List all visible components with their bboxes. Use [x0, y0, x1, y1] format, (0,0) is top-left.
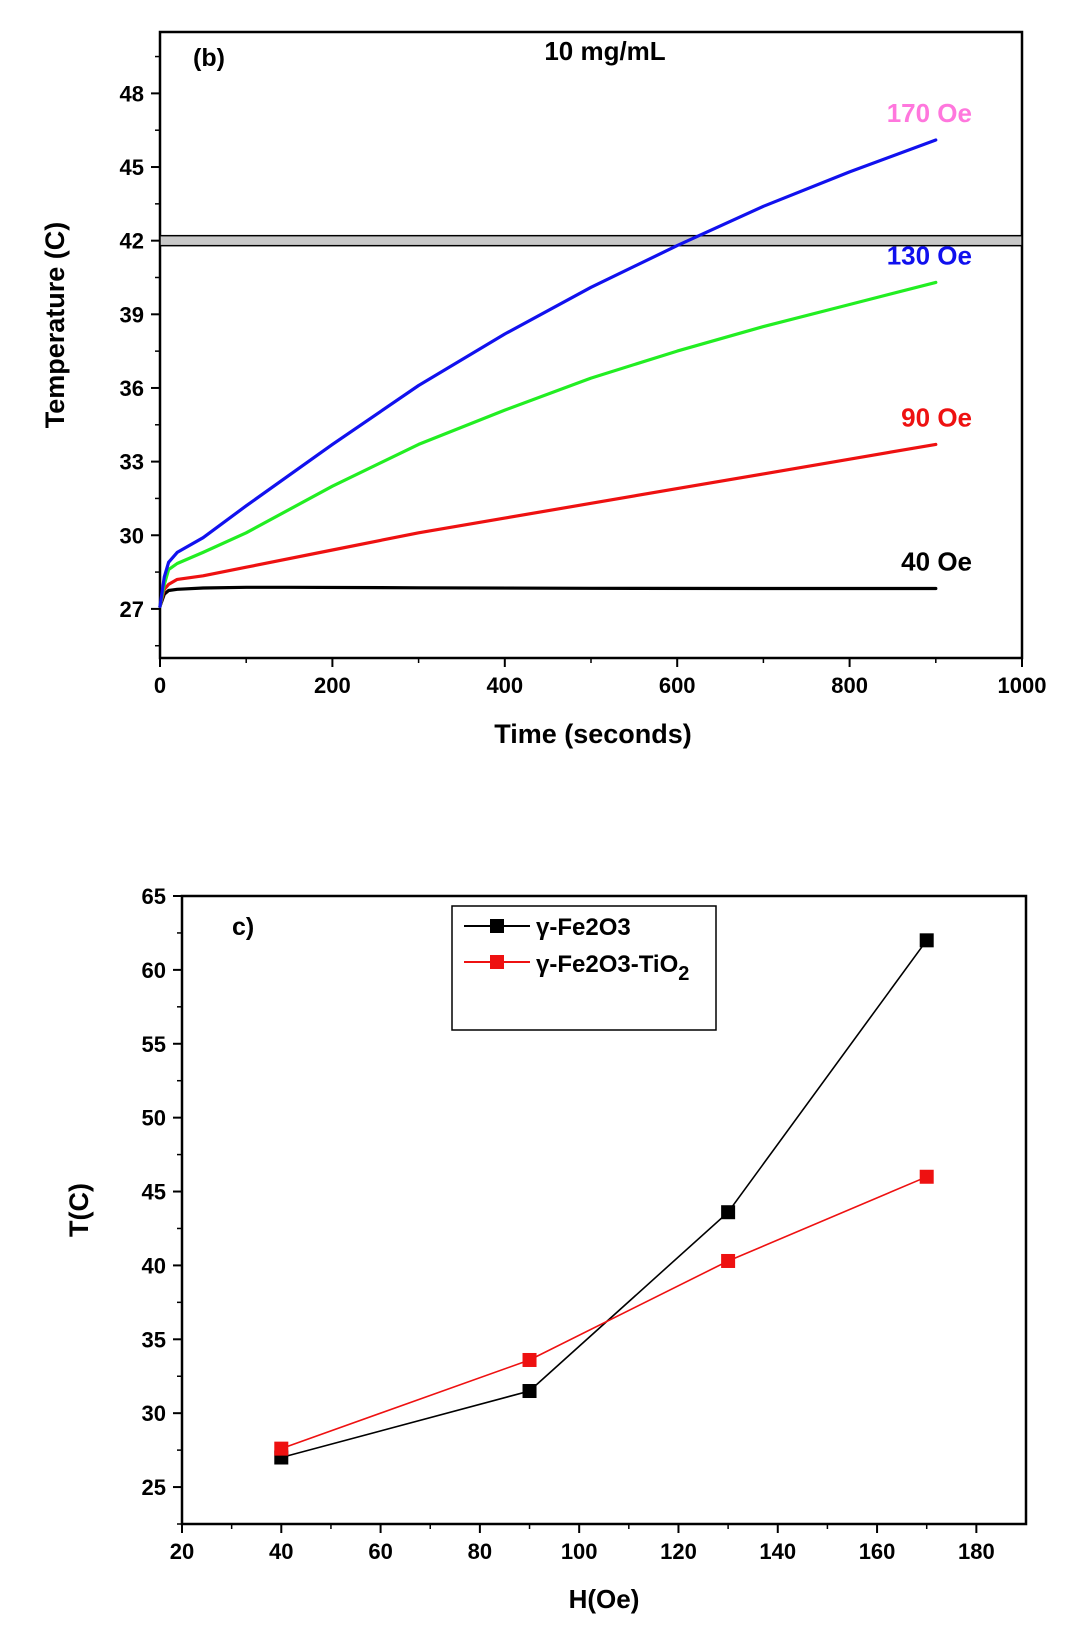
series-label-170-oe: 170 Oe: [887, 98, 972, 128]
x-tick-label-b-0: 0: [154, 673, 166, 698]
legend-c: γ-Fe2O3 γ-Fe2O3-TiO2: [451, 905, 717, 1031]
legend-label-fe2o3: γ-Fe2O3: [536, 914, 631, 941]
series-label-130-oe: 130 Oe: [887, 240, 972, 270]
data-point-fe2o3-tio2-130: [721, 1253, 736, 1268]
x-tick-label-c-80: 80: [468, 1539, 492, 1564]
data-point-fe2o3-130: [721, 1205, 736, 1220]
panel-label-c: c): [232, 913, 254, 941]
data-point-fe2o3-tio2-170: [919, 1169, 934, 1184]
data-point-fe2o3-90: [522, 1384, 537, 1399]
legend-marker-fe2o3: [490, 919, 504, 933]
series-labels-b: 40 Oe 90 Oe 130 Oe 170 Oe: [887, 98, 972, 577]
x-tick-label-b-400: 400: [486, 673, 523, 698]
data-point-fe2o3-170: [919, 933, 934, 948]
legend-label-fe2o3-tio2: γ-Fe2O3-TiO2: [536, 951, 689, 985]
panel-label-b: (b): [193, 44, 225, 72]
series-line-170-oe: [158, 138, 938, 609]
y-tick-label-b-48: 48: [120, 81, 144, 106]
x-tick-label-c-100: 100: [561, 1539, 598, 1564]
y-tick-label-c-55: 55: [142, 1032, 166, 1057]
y-axis-title-b: Temperature (C): [40, 222, 70, 429]
x-tick-label-c-140: 140: [759, 1539, 796, 1564]
y-tick-label-c-40: 40: [142, 1253, 166, 1278]
y-tick-label-b-42: 42: [120, 229, 144, 254]
x-tick-label-b-200: 200: [314, 673, 351, 698]
x-tick-label-b-1000: 1000: [998, 673, 1047, 698]
x-tick-label-b-800: 800: [831, 673, 868, 698]
y-tick-label-b-27: 27: [120, 597, 144, 622]
y-tick-label-c-60: 60: [142, 958, 166, 983]
x-tick-label-c-180: 180: [958, 1539, 995, 1564]
series-line-90-oe: [158, 442, 938, 609]
y-axis-title-c: T(C): [64, 1183, 94, 1237]
x-tick-label-c-60: 60: [368, 1539, 392, 1564]
y-tick-label-b-39: 39: [120, 302, 144, 327]
y-tick-label-b-30: 30: [120, 523, 144, 548]
y-tick-label-c-35: 35: [142, 1327, 166, 1352]
y-axis-b: 27 30 33 36 39 42 45 48: [120, 55, 160, 647]
y-tick-label-c-45: 45: [142, 1180, 166, 1205]
x-axis-c: 20 40 60 80 100 120 140 160 180: [170, 1524, 995, 1564]
series-label-40-oe: 40 Oe: [901, 547, 972, 577]
series-line-fe2o3-tio2: [281, 1176, 928, 1450]
legend-marker-fe2o3-tio2: [490, 955, 504, 969]
series-group-b: [158, 138, 938, 609]
series-label-90-oe: 90 Oe: [901, 402, 972, 432]
y-tick-label-b-33: 33: [120, 450, 144, 475]
legend-label-fe2o3-tio2-main: γ-Fe2O3-TiO: [536, 951, 678, 978]
data-point-fe2o3-tio2-40: [274, 1441, 289, 1456]
chart-panel-b: 27 30 33 36 39 42 45 48 0 200 400 600 800 1000 40 Oe…: [40, 30, 1047, 749]
x-axis-b: 0 200 400 600 800 1000: [154, 658, 1047, 698]
chart-panel-c: 25 30 35 40 45 50 55 60 65 20 40 60 80 100 120 140 160 1…: [64, 884, 1028, 1614]
x-axis-title-b: Time (seconds): [494, 719, 692, 749]
legend-label-subscript: 2: [678, 963, 689, 985]
plot-frame-c: [180, 894, 1028, 1526]
series-line-fe2o3: [281, 939, 928, 1459]
x-tick-label-c-40: 40: [269, 1539, 293, 1564]
x-tick-label-c-20: 20: [170, 1539, 194, 1564]
series-group-c: [274, 933, 934, 1465]
data-point-fe2o3-tio2-90: [522, 1352, 537, 1367]
y-tick-label-c-30: 30: [142, 1401, 166, 1426]
y-axis-c: 25 30 35 40 45 50 55 60 65: [142, 884, 182, 1525]
y-tick-label-b-45: 45: [120, 155, 144, 180]
chart-title-b: 10 mg/mL: [544, 36, 665, 66]
x-axis-title-c: H(Oe): [569, 1584, 640, 1614]
y-tick-label-c-50: 50: [142, 1106, 166, 1131]
series-line-40-oe: [158, 585, 938, 609]
y-tick-label-c-25: 25: [142, 1475, 166, 1500]
series-line-130-oe: [158, 280, 938, 609]
y-tick-label-b-36: 36: [120, 376, 144, 401]
x-tick-label-c-120: 120: [660, 1539, 697, 1564]
x-tick-label-b-600: 600: [659, 673, 696, 698]
x-tick-label-c-160: 160: [859, 1539, 896, 1564]
y-tick-label-c-65: 65: [142, 884, 166, 909]
